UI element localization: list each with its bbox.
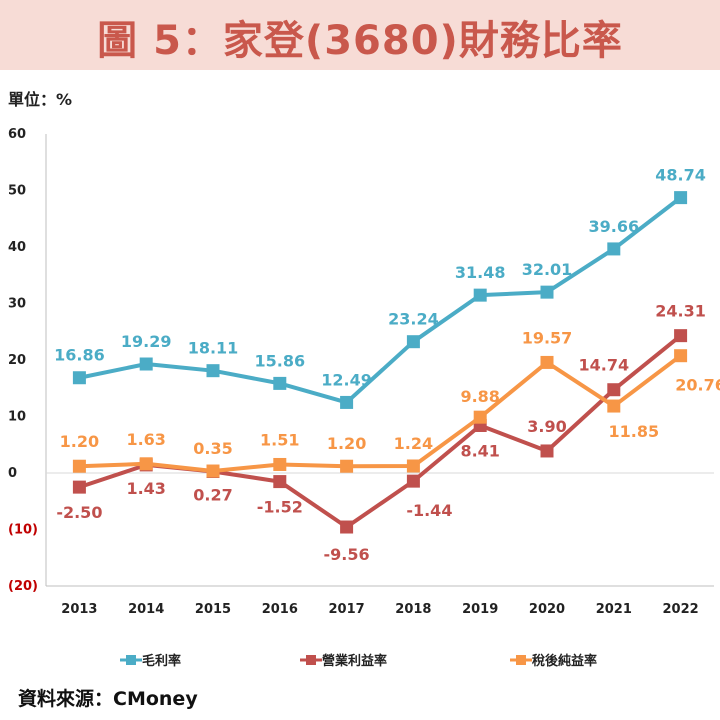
legend-marker: [516, 655, 526, 665]
y-tick-label: (10): [8, 523, 38, 538]
line-chart: 60 50 40 30 20 10 0 (10) (20) 2013 2014 2015 2016 201…: [8, 127, 720, 669]
data-point-marker: [406, 474, 420, 488]
data-labels: 16.86 19.29 18.11 15.86 12.49 23.24 31.48 32.01…: [54, 166, 720, 564]
y-tick-label: 10: [8, 410, 26, 425]
data-point-marker: [540, 285, 554, 299]
legend-label: 營業利益率: [322, 653, 387, 669]
data-label: 11.85: [608, 422, 659, 441]
data-point-marker: [273, 475, 287, 489]
data-point-marker: [607, 399, 621, 413]
data-label: 9.88: [460, 387, 499, 406]
legend-label: 毛利率: [142, 653, 181, 669]
data-point-marker: [206, 464, 220, 478]
data-point-marker: [540, 355, 554, 369]
data-label: 0.35: [193, 439, 232, 458]
data-point-marker: [72, 480, 86, 494]
y-tick-label: 50: [8, 184, 26, 199]
data-point-marker: [674, 349, 688, 363]
data-label: -1.52: [257, 498, 303, 517]
data-point-marker: [340, 395, 354, 409]
data-label: 0.27: [193, 485, 232, 504]
x-tick-label: 2019: [462, 602, 498, 617]
data-label: 1.63: [126, 430, 165, 449]
data-point-marker: [540, 444, 554, 458]
y-tick-label: 30: [8, 297, 26, 312]
data-label: -2.50: [56, 503, 102, 522]
data-label: 1.20: [60, 432, 99, 451]
data-label: 48.74: [655, 166, 706, 185]
data-label: 32.01: [522, 260, 573, 279]
data-label: 24.31: [655, 302, 706, 321]
axis-ticks: 60 50 40 30 20 10 0 (10) (20) 2013 2014 2015 2016 201…: [8, 127, 699, 617]
data-label: 3.90: [527, 417, 566, 436]
legend: 毛利率 營業利益率 稅後純益率: [120, 653, 597, 669]
data-label: -9.56: [324, 545, 370, 564]
x-tick-label: 2015: [195, 602, 231, 617]
chart-title: 圖 5：家登(3680)財務比率: [97, 18, 623, 64]
x-tick-label: 2018: [395, 602, 431, 617]
data-point-marker: [674, 329, 688, 343]
data-point-marker: [607, 383, 621, 397]
title-band: [0, 0, 720, 70]
data-point-marker: [273, 457, 287, 471]
data-label: 1.43: [126, 479, 165, 498]
data-point-marker: [72, 459, 86, 473]
data-point-marker: [273, 376, 287, 390]
data-point-marker: [340, 520, 354, 534]
data-point-marker: [406, 335, 420, 349]
data-point-marker: [206, 364, 220, 378]
unit-label: 單位：%: [8, 90, 73, 109]
x-tick-label: 2014: [128, 602, 164, 617]
data-label: 16.86: [54, 346, 105, 365]
x-tick-label: 2016: [262, 602, 298, 617]
series-layer: [72, 191, 688, 534]
data-label: 1.24: [394, 434, 433, 453]
data-label: 1.51: [260, 430, 299, 449]
y-tick-label: 0: [8, 466, 17, 481]
data-label: 18.11: [188, 339, 239, 358]
x-tick-label: 2020: [529, 602, 565, 617]
data-label: 8.41: [460, 441, 499, 460]
data-label: 19.57: [522, 328, 573, 347]
chart-axes: [45, 134, 714, 587]
data-point-marker: [607, 242, 621, 256]
data-label: -1.44: [406, 501, 452, 520]
x-tick-label: 2021: [596, 602, 632, 617]
y-tick-label: 60: [8, 127, 26, 142]
data-label: 19.29: [121, 332, 172, 351]
x-tick-label: 2017: [329, 602, 365, 617]
data-label: 39.66: [588, 217, 639, 236]
data-point-marker: [139, 457, 153, 471]
data-point-marker: [473, 288, 487, 302]
series-line: [79, 354, 682, 474]
data-label: 12.49: [321, 370, 372, 389]
y-tick-label: 40: [8, 240, 26, 255]
data-label: 14.74: [578, 356, 629, 375]
data-label: 23.24: [388, 310, 439, 329]
x-tick-label: 2022: [663, 602, 699, 617]
data-point-marker: [406, 459, 420, 473]
data-point-marker: [72, 371, 86, 385]
data-point-marker: [340, 459, 354, 473]
series-line: [78, 196, 682, 405]
y-tick-label: (20): [8, 579, 38, 594]
data-label: 20.76: [675, 376, 720, 395]
legend-marker: [306, 655, 316, 665]
data-label: 15.86: [254, 351, 305, 370]
data-point-marker: [674, 191, 688, 205]
legend-marker: [126, 655, 136, 665]
x-tick-label: 2013: [61, 602, 97, 617]
data-label: 1.20: [327, 434, 366, 453]
data-point-marker: [139, 357, 153, 371]
legend-label: 稅後純益率: [532, 653, 597, 669]
source-note: 資料來源：CMoney: [18, 688, 198, 710]
data-label: 31.48: [455, 263, 506, 282]
y-tick-label: 20: [8, 353, 26, 368]
data-point-marker: [473, 410, 487, 424]
